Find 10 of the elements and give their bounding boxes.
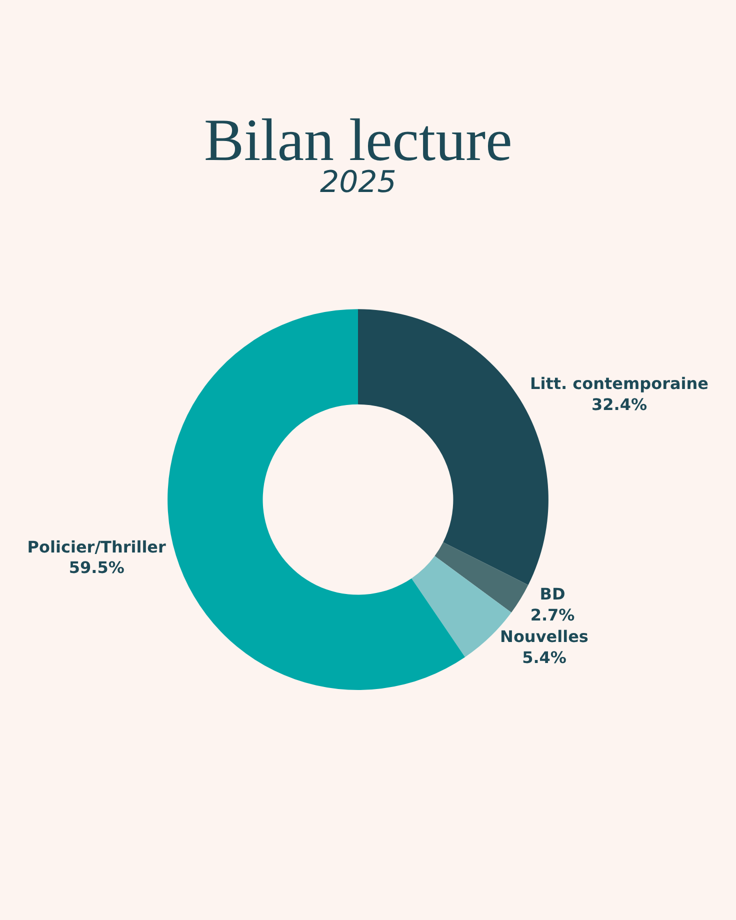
data-label: 59.5% [68, 558, 124, 578]
slice-label: Litt. contemporaine [530, 374, 709, 394]
data-label: 5.4% [522, 648, 566, 667]
data-label: 2.7% [530, 605, 575, 624]
slice-label: BD [540, 584, 566, 604]
donut-slice [434, 542, 528, 612]
donut-slice [168, 309, 466, 690]
data-label: 32.4% [592, 394, 648, 414]
slice-label: Nouvelles [500, 627, 588, 646]
slice-label: Policier/Thriller [27, 537, 166, 556]
